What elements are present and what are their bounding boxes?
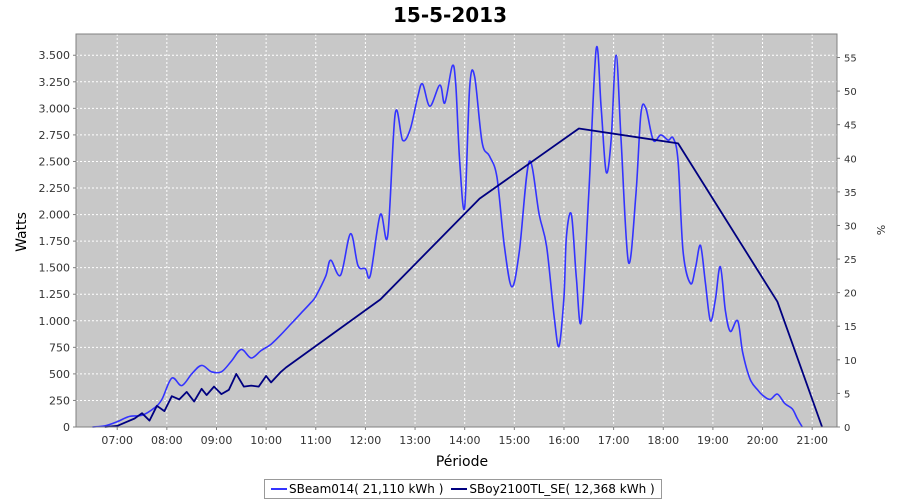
legend-item-sboy: SBoy2100TL_SE( 12,368 kWh ) bbox=[451, 482, 655, 496]
y-tick-label: 500 bbox=[49, 368, 70, 381]
series-line-sbeam bbox=[92, 45, 803, 428]
y2-tick-label: 10 bbox=[844, 356, 857, 367]
x-tick-label: 09:00 bbox=[201, 434, 233, 447]
y-tick-label: 3.250 bbox=[39, 76, 71, 89]
y2-tick-label: 15 bbox=[844, 322, 857, 333]
x-tick-label: 08:00 bbox=[151, 434, 183, 447]
y-tick-label: 2.250 bbox=[39, 182, 71, 195]
y2-axis-label: % bbox=[874, 225, 887, 235]
x-axis-label: Période bbox=[436, 454, 488, 470]
series-layer bbox=[92, 45, 823, 428]
y-tick-label: 2.750 bbox=[39, 129, 71, 142]
x-tick-label: 19:00 bbox=[697, 434, 729, 447]
x-tick-label: 16:00 bbox=[548, 434, 580, 447]
y2-tick-label: 55 bbox=[844, 54, 857, 65]
x-tick-label: 15:00 bbox=[498, 434, 530, 447]
x-tick-label: 07:00 bbox=[101, 434, 133, 447]
y2-tick-label: 20 bbox=[844, 289, 857, 300]
plot-border bbox=[75, 33, 838, 428]
legend-swatch-sbeam bbox=[271, 488, 287, 490]
y2-tick-label: 30 bbox=[844, 221, 857, 232]
chart-title: 15-5-2013 bbox=[393, 3, 507, 27]
y2-tick-label: 40 bbox=[844, 154, 857, 165]
legend: SBeam014( 21,110 kWh ) SBoy2100TL_SE( 12… bbox=[264, 479, 662, 499]
y-tick-label: 1.000 bbox=[39, 315, 71, 328]
legend-label-sboy: SBoy2100TL_SE( 12,368 kWh ) bbox=[469, 482, 655, 496]
legend-label-sbeam: SBeam014( 21,110 kWh ) bbox=[289, 482, 444, 496]
y-axis-label: Watts bbox=[14, 212, 30, 252]
legend-item-sbeam: SBeam014( 21,110 kWh ) bbox=[271, 482, 443, 496]
y-tick-label: 1.250 bbox=[39, 288, 71, 301]
y-tick-label: 1.750 bbox=[39, 235, 71, 248]
tick-layer: 07:00 08:00 09:00 10:00 11:00 12:00 13:00 14:00… bbox=[39, 49, 857, 447]
x-tick-label: 12:00 bbox=[350, 434, 382, 447]
y-tick-label: 1.500 bbox=[39, 262, 71, 275]
series-line-sboy bbox=[104, 127, 823, 428]
x-tick-label: 10:00 bbox=[250, 434, 282, 447]
y2-tick-label: 35 bbox=[844, 188, 857, 199]
x-tick-label: 17:00 bbox=[598, 434, 630, 447]
x-tick-label: 20:00 bbox=[747, 434, 779, 447]
y-tick-label: 2.000 bbox=[39, 209, 71, 222]
y-tick-label: 0 bbox=[63, 421, 70, 434]
y2-tick-label: 50 bbox=[844, 87, 857, 98]
x-tick-label: 11:00 bbox=[300, 434, 332, 447]
y-tick-label: 750 bbox=[49, 341, 70, 354]
y-tick-label: 3.000 bbox=[39, 102, 71, 115]
y2-tick-label: 25 bbox=[844, 255, 857, 266]
y2-tick-label: 5 bbox=[844, 389, 850, 400]
y2-tick-label: 45 bbox=[844, 121, 857, 132]
x-tick-label: 13:00 bbox=[399, 434, 431, 447]
y-tick-label: 3.500 bbox=[39, 49, 71, 62]
x-tick-label: 21:00 bbox=[796, 434, 828, 447]
legend-swatch-sboy bbox=[451, 488, 468, 490]
y-tick-label: 250 bbox=[49, 394, 70, 407]
y-tick-label: 2.500 bbox=[39, 155, 71, 168]
y2-tick-label: 0 bbox=[844, 423, 850, 434]
x-tick-label: 14:00 bbox=[449, 434, 481, 447]
x-tick-label: 18:00 bbox=[647, 434, 679, 447]
